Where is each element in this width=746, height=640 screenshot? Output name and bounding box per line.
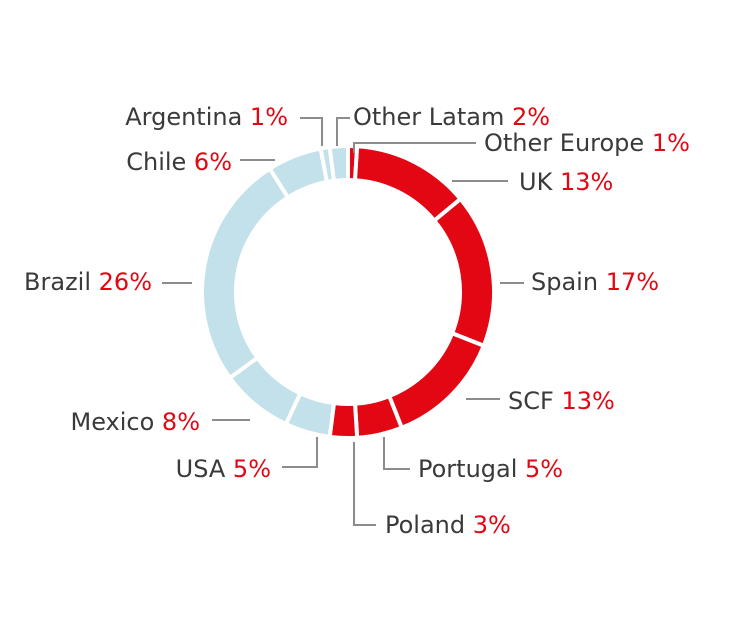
label-spain: Spain 17%: [531, 268, 659, 296]
label-usa: USA 5%: [176, 455, 271, 483]
label-portugal: Portugal 5%: [418, 455, 563, 483]
label-name-brazil: Brazil: [24, 268, 99, 296]
label-chile: Chile 6%: [126, 148, 232, 176]
label-name-mexico: Mexico: [70, 408, 161, 436]
slice-spain: [432, 196, 496, 348]
label-argentina: Argentina 1%: [125, 103, 288, 131]
label-value-uk: 13%: [560, 168, 613, 196]
donut-slices: [200, 144, 496, 440]
leader-lines: [162, 117, 524, 526]
label-name-chile: Chile: [126, 148, 194, 176]
leader-line-other-latam: [336, 117, 350, 146]
label-value-poland: 3%: [473, 511, 511, 539]
leader-line-poland: [353, 442, 376, 526]
label-other-europe: Other Europe 1%: [484, 129, 690, 157]
label-value-chile: 6%: [194, 148, 232, 176]
slice-scf: [387, 331, 486, 430]
label-name-poland: Poland: [385, 511, 473, 539]
slice-labels: Other Europe 1% UK 13% Spain 17% SCF 13% Por…: [24, 103, 690, 539]
label-value-other-europe: 1%: [652, 129, 690, 157]
label-name-usa: USA: [176, 455, 233, 483]
label-name-other-latam: Other Latam: [353, 103, 512, 131]
leader-line-portugal: [383, 437, 410, 470]
leader-line-argentina: [300, 117, 323, 146]
label-value-spain: 17%: [606, 268, 659, 296]
label-mexico: Mexico 8%: [70, 408, 200, 436]
label-value-mexico: 8%: [162, 408, 200, 436]
label-value-scf: 13%: [561, 387, 614, 415]
label-value-brazil: 26%: [99, 268, 152, 296]
label-name-other-europe: Other Europe: [484, 129, 652, 157]
label-name-argentina: Argentina: [125, 103, 250, 131]
label-brazil: Brazil 26%: [24, 268, 152, 296]
label-value-portugal: 5%: [525, 455, 563, 483]
label-value-other-latam: 2%: [512, 103, 550, 131]
label-name-spain: Spain: [531, 268, 606, 296]
slice-other-latam: [327, 144, 350, 183]
leader-line-usa: [282, 437, 318, 468]
label-name-uk: UK: [519, 168, 560, 196]
label-value-argentina: 1%: [250, 103, 288, 131]
slice-brazil: [200, 166, 290, 380]
label-scf: SCF 13%: [508, 387, 615, 415]
label-value-usa: 5%: [233, 455, 271, 483]
label-name-portugal: Portugal: [418, 455, 525, 483]
label-uk: UK 13%: [519, 168, 613, 196]
label-name-scf: SCF: [508, 387, 561, 415]
label-poland: Poland 3%: [385, 511, 511, 539]
leader-line-other-europe: [353, 142, 476, 153]
label-other-latam: Other Latam 2%: [353, 103, 550, 131]
